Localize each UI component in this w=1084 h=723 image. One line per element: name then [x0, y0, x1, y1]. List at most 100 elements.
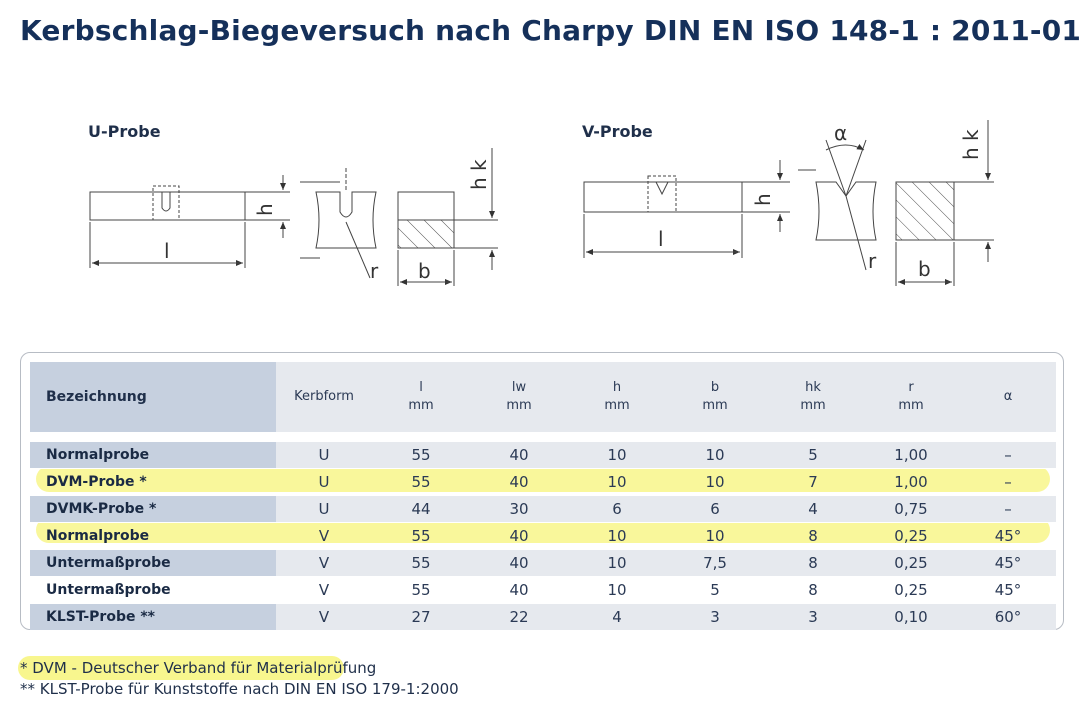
table-cell: 10	[568, 442, 666, 469]
table-cell: 4	[764, 496, 862, 523]
table-cell: U	[276, 469, 372, 496]
table-cell: U	[276, 496, 372, 523]
v-label-hk: h k	[959, 129, 983, 160]
v-label-b: b	[918, 257, 931, 281]
table-cell: 10	[568, 577, 666, 604]
cell-designation: DVM-Probe *	[30, 469, 276, 496]
u-label-h: h	[253, 203, 277, 216]
table-cell: 40	[470, 469, 568, 496]
v-label-alpha: α	[834, 121, 847, 145]
table-cell: 55	[372, 442, 470, 469]
table-cell: 5	[666, 577, 764, 604]
specimen-table: Bezeichnung Kerbform l mm lw mm h mm b mm hk…	[30, 362, 1056, 631]
u-label-r: r	[370, 259, 379, 283]
u-label-l: l	[164, 239, 170, 263]
table-cell: 40	[470, 442, 568, 469]
table-cell: 55	[372, 523, 470, 550]
table-cell: 30	[470, 496, 568, 523]
u-probe-diagram	[89, 148, 498, 286]
table-cell: 10	[666, 523, 764, 550]
table-cell: 1,00	[862, 469, 960, 496]
col-header-alpha: α	[960, 362, 1056, 432]
table-row: Normalprobe U 55 40 10 10 5 1,00–	[30, 442, 1056, 469]
table-cell: –	[960, 469, 1056, 496]
u-label-b: b	[418, 259, 431, 283]
table-cell: 45°	[960, 577, 1056, 604]
cell-designation: Normalprobe	[30, 442, 276, 469]
v-probe-diagram	[583, 120, 994, 286]
table-cell: 4	[568, 604, 666, 631]
table-row: DVMK-Probe * U 44 30 6 6 4 0,75–	[30, 496, 1056, 523]
table-cell: 3	[764, 604, 862, 631]
col-header-kerbform: Kerbform	[276, 362, 372, 432]
table-cell: 10	[568, 523, 666, 550]
table-cell: 0,25	[862, 550, 960, 577]
footnote-highlight	[18, 656, 344, 680]
table-cell: 44	[372, 496, 470, 523]
table-cell: 10	[568, 469, 666, 496]
cell-designation: DVMK-Probe *	[30, 496, 276, 523]
cell-designation: Untermaßprobe	[30, 577, 276, 604]
table-cell: 0,75	[862, 496, 960, 523]
table-cell: 10	[666, 442, 764, 469]
table-cell: 6	[666, 496, 764, 523]
table-cell: 40	[470, 550, 568, 577]
cell-designation: KLST-Probe **	[30, 604, 276, 631]
table-row: Untermaßprobe V 55 40 10 5 8 0,25 45°	[30, 577, 1056, 604]
table-cell: 0,25	[862, 577, 960, 604]
table-cell: 27	[372, 604, 470, 631]
table-cell: 6	[568, 496, 666, 523]
footnote-klst: ** KLST-Probe für Kunststoffe nach DIN E…	[20, 680, 459, 698]
table-cell: 8	[764, 550, 862, 577]
v-label-h: h	[751, 193, 775, 206]
table-cell: 7	[764, 469, 862, 496]
table-cell: –	[960, 496, 1056, 523]
table-row: KLST-Probe ** V 27 22 4 3 3 0,10 60°	[30, 604, 1056, 631]
table-cell: V	[276, 523, 372, 550]
u-label-hk: h k	[467, 159, 491, 190]
cell-designation: Normalprobe	[30, 523, 276, 550]
table-cell: 10	[666, 469, 764, 496]
table-cell: V	[276, 577, 372, 604]
page-title: Kerbschlag-Biegeversuch nach Charpy DIN …	[20, 14, 1082, 47]
table-cell: 8	[764, 577, 862, 604]
table-row: Normalprobe V 55 40 10 10 8 0,25 45°	[30, 523, 1056, 550]
table-cell: V	[276, 604, 372, 631]
table-cell: 40	[470, 523, 568, 550]
table-cell: 55	[372, 469, 470, 496]
col-header-h: h mm	[568, 362, 666, 432]
u-probe-heading: U-Probe	[88, 122, 161, 141]
cell-designation: Untermaßprobe	[30, 550, 276, 577]
v-label-r: r	[868, 249, 877, 273]
table-header-row: Bezeichnung Kerbform l mm lw mm h mm b mm hk…	[30, 362, 1056, 432]
col-header-lw: lw mm	[470, 362, 568, 432]
table-cell: 22	[470, 604, 568, 631]
table-cell: –	[960, 442, 1056, 469]
specimen-diagrams: h l r b h k h l r b α h k	[89, 120, 994, 286]
table-cell: 7,5	[666, 550, 764, 577]
table-cell: 5	[764, 442, 862, 469]
v-label-l: l	[658, 227, 664, 251]
table-cell: 55	[372, 577, 470, 604]
col-header-b: b mm	[666, 362, 764, 432]
col-header-r: r mm	[862, 362, 960, 432]
table-cell: 55	[372, 550, 470, 577]
table-row: Untermaßprobe V 55 40 10 7,5 8 0,25 45°	[30, 550, 1056, 577]
table-cell: 40	[470, 577, 568, 604]
v-probe-heading: V-Probe	[582, 122, 653, 141]
table-cell: 1,00	[862, 442, 960, 469]
table-row: DVM-Probe * U 55 40 10 10 7 1,00–	[30, 469, 1056, 496]
footnote-dvm: * DVM - Deutscher Verband für Materialpr…	[20, 659, 377, 677]
table-cell: 10	[568, 550, 666, 577]
table-cell: 45°	[960, 523, 1056, 550]
table-cell: 45°	[960, 550, 1056, 577]
table-cell: V	[276, 550, 372, 577]
table-cell: 3	[666, 604, 764, 631]
table-cell: 0,10	[862, 604, 960, 631]
table-cell: 0,25	[862, 523, 960, 550]
row-highlight-dvm	[36, 466, 1050, 492]
col-header-bezeichnung: Bezeichnung	[30, 362, 276, 432]
col-header-l: l mm	[372, 362, 470, 432]
table-cell: 60°	[960, 604, 1056, 631]
table-cell: 8	[764, 523, 862, 550]
